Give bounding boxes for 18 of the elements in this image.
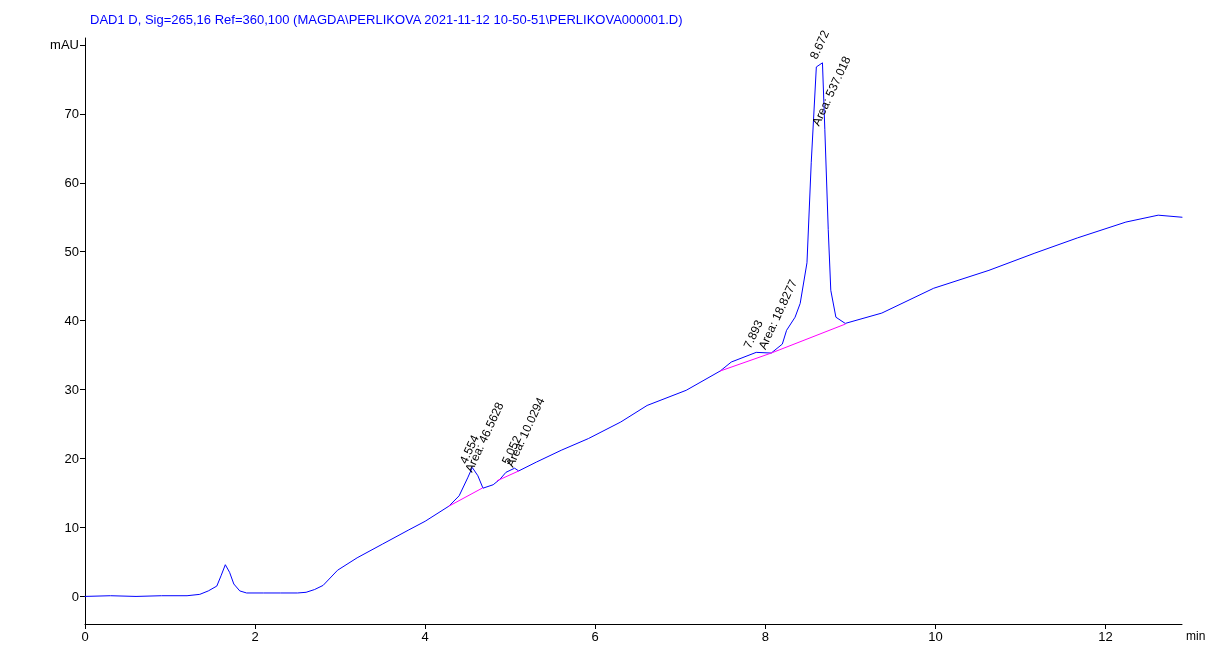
x-tick-label: 12 (1098, 629, 1113, 644)
x-tick-label: 0 (81, 629, 89, 644)
x-tick-label: 8 (761, 629, 769, 644)
chart-title: DAD1 D, Sig=265,16 Ref=360,100 (MAGDA\PERLIKOVA 2021-11-12 10-50-51\PERLIKOVA000001.D) (90, 12, 683, 27)
x-tick-label: 6 (591, 629, 599, 644)
x-tick-label: 2 (251, 629, 259, 644)
x-tick-label: 10 (928, 629, 943, 644)
y-tick-label: 20 (64, 451, 79, 467)
y-tick-label: mAU (50, 37, 79, 53)
y-tick-label: 10 (64, 519, 79, 535)
y-tick-label: 60 (64, 175, 79, 191)
x-tick-label: 4 (421, 629, 429, 644)
y-tick-label: 30 (64, 382, 79, 398)
y-tick-label: 50 (64, 244, 79, 260)
y-tick-label: 70 (64, 106, 79, 122)
x-axis-title: min (1186, 629, 1206, 643)
y-tick-label: 0 (71, 588, 79, 604)
y-tick-label: 40 (64, 313, 79, 329)
